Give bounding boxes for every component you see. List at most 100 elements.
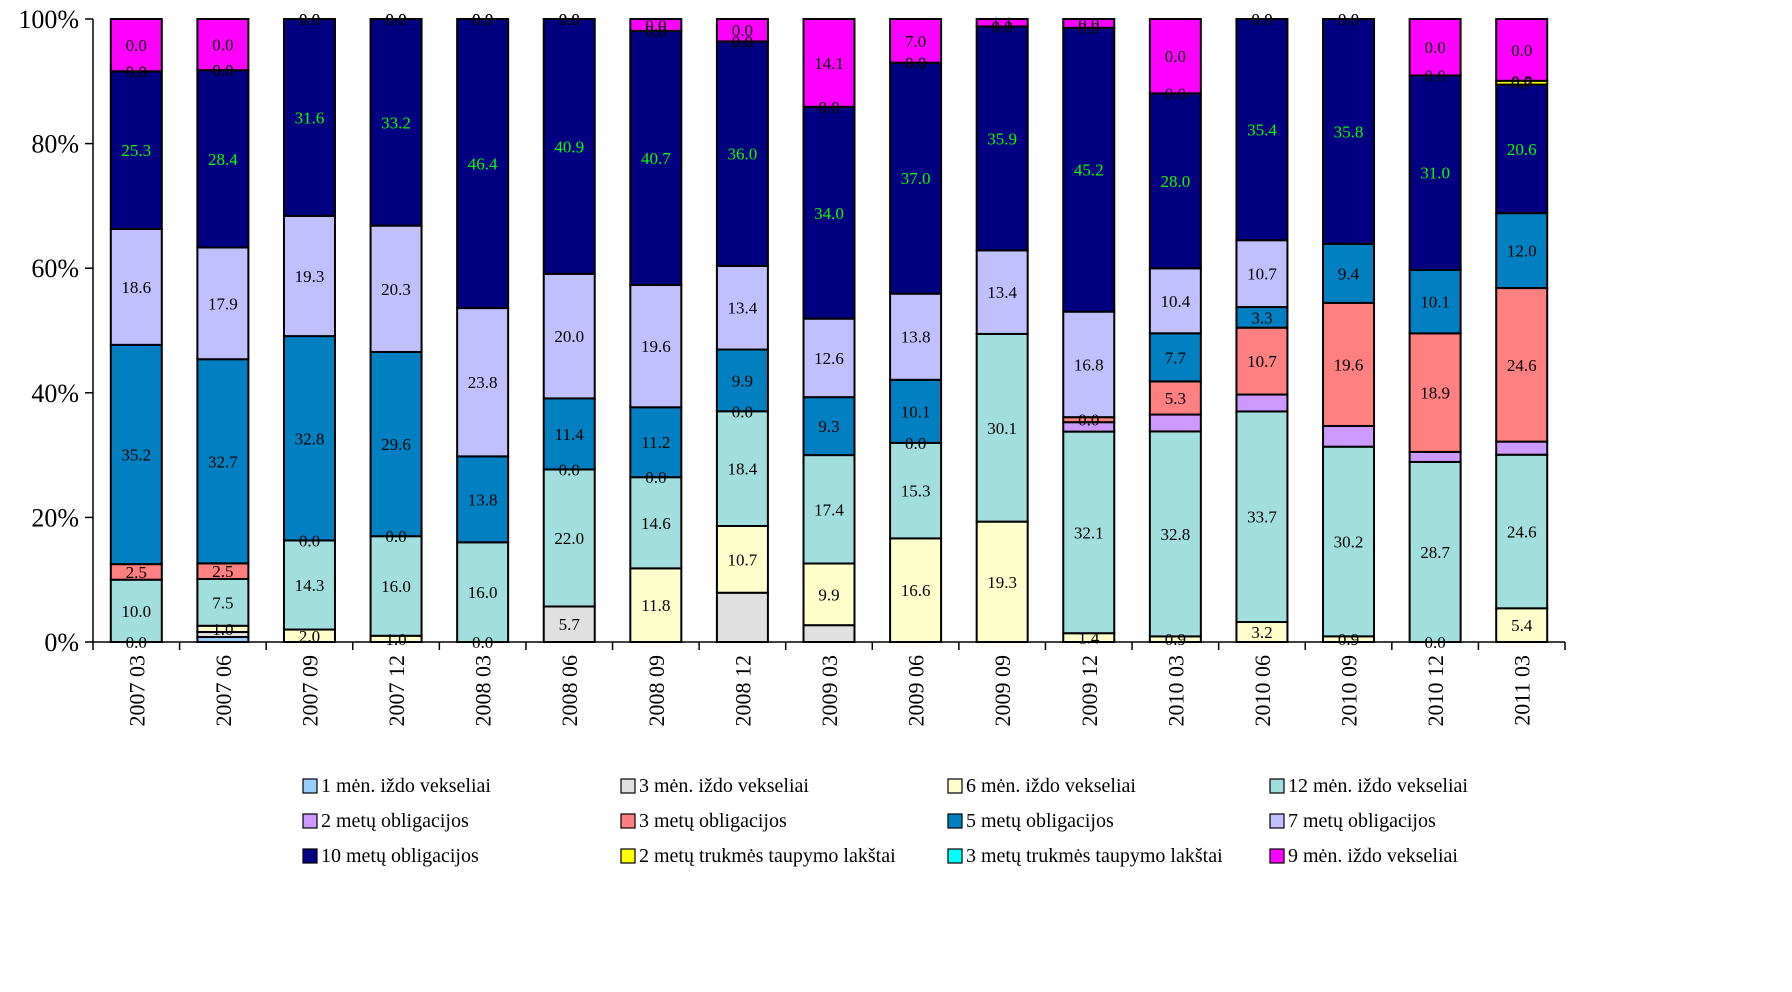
bar-segment — [109, 578, 163, 644]
bar-segment — [1495, 607, 1549, 644]
data-label: 9.3 — [818, 417, 839, 436]
data-label: 22.0 — [554, 529, 584, 548]
bar-segment — [629, 18, 683, 32]
legend-swatch — [302, 813, 318, 829]
bar-segment — [1148, 332, 1202, 383]
bar-segment — [1148, 413, 1202, 433]
data-label: 1.4 — [1078, 629, 1100, 648]
bar-segment — [975, 520, 1029, 643]
bar-segment — [456, 18, 510, 310]
data-label: 12.0 — [1507, 242, 1537, 261]
data-label: 10.1 — [1420, 293, 1450, 312]
legend-entry: 2 metų obligacijos — [321, 810, 469, 832]
bar-segment — [1148, 267, 1202, 335]
legend: 1 mėn. iždo vekseliai 3 mėn. iždo vekseli… — [302, 775, 1468, 867]
bar-segment — [369, 350, 423, 538]
data-label: 0.0 — [1078, 14, 1099, 33]
data-label: 33.2 — [381, 113, 411, 132]
legend-swatch — [1269, 813, 1285, 829]
data-label: 9.9 — [818, 585, 839, 604]
bar-segment — [889, 292, 943, 381]
legend-entry: 6 mėn. iždo vekseliai — [966, 775, 1136, 797]
data-label: 9.9 — [732, 371, 753, 390]
bar-segment — [802, 562, 856, 627]
data-label: 0.0 — [559, 10, 580, 29]
bar-segment — [802, 18, 856, 108]
data-label: 0.0 — [299, 10, 320, 29]
bar-segment — [1495, 440, 1549, 456]
bar-segment — [1408, 268, 1462, 335]
x-tick-label: 2008 09 — [644, 655, 669, 727]
data-label: 0.0 — [732, 32, 753, 51]
data-label: 31.6 — [295, 108, 325, 127]
data-label: 0.0 — [1424, 38, 1445, 57]
legend-entry: 5 metų obligacijos — [966, 810, 1114, 832]
legend-swatch — [302, 778, 318, 794]
bar-segment — [1408, 18, 1462, 77]
data-label: 17.9 — [208, 294, 238, 313]
data-label: 0.0 — [1511, 72, 1532, 91]
bar-segment — [109, 227, 163, 346]
data-label: 3.2 — [1251, 623, 1272, 642]
data-label: 0.0 — [126, 62, 147, 81]
legend-swatch — [947, 778, 963, 794]
bar-segment — [542, 18, 596, 275]
data-label: 17.4 — [814, 500, 844, 519]
data-label: 0.9 — [1165, 630, 1186, 649]
bar-segment — [456, 455, 510, 544]
bar-segment — [975, 249, 1029, 335]
data-label: 0.0 — [472, 10, 493, 29]
bar-segment — [282, 214, 336, 338]
bar-segment — [1062, 18, 1116, 29]
data-label: 20.0 — [554, 327, 584, 346]
data-label: 32.1 — [1074, 523, 1104, 542]
data-label: 0.0 — [732, 32, 753, 51]
data-label: 16.8 — [1074, 355, 1104, 374]
bar-segment — [715, 18, 769, 43]
data-label: 0.0 — [645, 468, 666, 487]
data-label: 10.4 — [1160, 292, 1190, 311]
x-tick-label: 2007 09 — [297, 655, 322, 727]
bar-segment — [1322, 301, 1376, 427]
legend-swatch — [620, 848, 636, 864]
bar-segment — [715, 40, 769, 267]
data-label: 0.0 — [645, 16, 666, 35]
data-label: 19.3 — [987, 573, 1017, 592]
data-label: 13.4 — [728, 299, 758, 318]
data-label: 12.6 — [814, 349, 844, 368]
data-label: 14.3 — [295, 576, 325, 595]
data-label: 0.0 — [1251, 10, 1272, 29]
data-label: 0.0 — [732, 402, 753, 421]
bar-segment — [975, 25, 1029, 252]
data-label: 15.3 — [901, 482, 931, 501]
y-tick-label: 80% — [31, 130, 79, 159]
data-label: 11.8 — [641, 596, 670, 615]
legend-entry: 3 metų obligacijos — [639, 810, 787, 832]
bar-segment — [1322, 18, 1376, 245]
data-label: 18.4 — [728, 460, 758, 479]
x-tick-label: 2008 06 — [557, 655, 582, 727]
bar-segment — [1322, 424, 1376, 448]
data-label: 0.0 — [385, 10, 406, 29]
bar-segment — [802, 396, 856, 457]
bar-segment — [889, 537, 943, 644]
x-tick-label: 2010 09 — [1337, 655, 1362, 727]
data-label: 0.0 — [905, 54, 926, 73]
bar-segment — [715, 264, 769, 351]
data-label: 0.0 — [1078, 411, 1099, 430]
data-label: 3.3 — [1251, 308, 1272, 327]
data-label: 13.4 — [987, 283, 1017, 302]
bar-segment — [1408, 332, 1462, 453]
data-label: 0.0 — [299, 10, 320, 29]
legend-swatch — [302, 848, 318, 864]
legend-swatch — [620, 778, 636, 794]
bar-segment — [1408, 74, 1462, 271]
x-tick-label: 2010 03 — [1163, 655, 1188, 727]
data-label: 36.0 — [728, 145, 758, 164]
data-label: 25.3 — [121, 141, 151, 160]
data-label: 0.0 — [645, 22, 666, 41]
data-label: 30.2 — [1334, 533, 1364, 552]
x-tick-label: 2009 12 — [1077, 655, 1102, 727]
data-label: 28.7 — [1420, 543, 1450, 562]
data-label: 0.9 — [1338, 630, 1359, 649]
